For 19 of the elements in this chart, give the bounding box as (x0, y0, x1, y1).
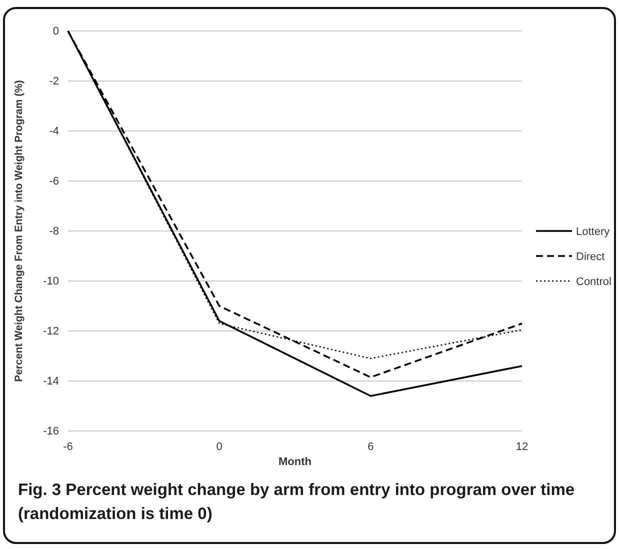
y-tick-label: -10 (43, 276, 59, 288)
legend-label: Control (576, 276, 612, 288)
x-axis-title: Month (278, 456, 312, 468)
y-tick-label: -4 (49, 126, 59, 138)
y-tick-label: -6 (49, 176, 59, 188)
y-tick-label: -8 (49, 226, 59, 238)
x-tick-label: 6 (368, 440, 374, 453)
caption: Fig. 3 Percent weight change by arm from entry into program over time (randomization is time 0) (18, 480, 576, 525)
legend-label: Lottery (576, 226, 610, 238)
y-axis-title: Percent Weight Change From Entry into Weight Program (%) (13, 80, 25, 382)
y-tick-label: -2 (49, 76, 59, 88)
x-tick-label: 12 (516, 440, 528, 453)
y-tick-label: 0 (52, 26, 59, 38)
y-tick-label: -16 (43, 426, 59, 438)
y-tick-label: -12 (43, 326, 59, 338)
y-tick-label: -14 (43, 376, 59, 388)
x-tick-label: -6 (63, 440, 73, 453)
x-tick-label: 0 (216, 440, 222, 453)
legend-label: Direct (576, 251, 605, 263)
